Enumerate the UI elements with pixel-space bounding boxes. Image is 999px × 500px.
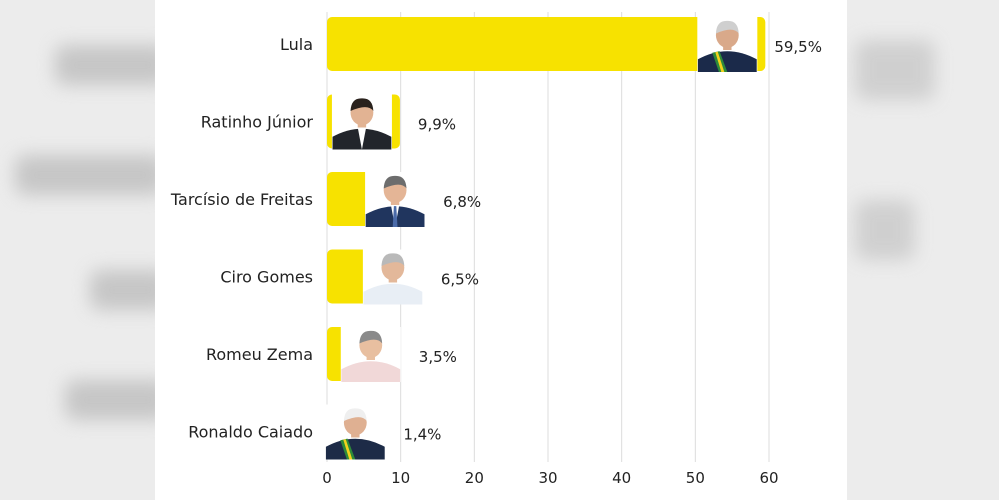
value-label: 6,8% xyxy=(443,193,481,211)
bar-group: Tarcísio de Freitas 6,8% xyxy=(170,172,481,227)
x-tick-label: 50 xyxy=(686,469,705,487)
bar-group: Romeu Zema 3,5% xyxy=(206,327,457,382)
value-label: 9,9% xyxy=(418,116,456,134)
portrait-hair xyxy=(343,408,367,421)
category-label: Romeu Zema xyxy=(206,345,313,364)
value-label: 59,5% xyxy=(774,38,822,56)
portrait-sash-stripe xyxy=(715,51,725,72)
category-label: Ronaldo Caiado xyxy=(188,423,313,442)
portrait-torso xyxy=(697,51,757,72)
x-tick-label: 40 xyxy=(612,469,631,487)
blurred-background-shape xyxy=(55,45,170,85)
portrait-hair xyxy=(715,20,739,34)
portrait-sash-stripe xyxy=(343,439,353,460)
portrait-tarcisio-de-freitas xyxy=(365,172,426,227)
x-tick-label: 60 xyxy=(759,469,778,487)
value-label: 1,4% xyxy=(403,426,441,444)
blurred-background-shape xyxy=(65,380,170,420)
bar xyxy=(327,172,378,226)
portrait-tie xyxy=(392,206,398,227)
portrait-hair xyxy=(350,98,374,111)
portrait-torso xyxy=(341,361,401,382)
category-label: Tarcísio de Freitas xyxy=(170,190,313,209)
bar-group: Ratinho Júnior 9,9% xyxy=(201,94,456,150)
x-tick-label: 10 xyxy=(391,469,410,487)
bar-group: Lula 59,5% xyxy=(280,17,822,72)
portrait-torso xyxy=(363,283,423,305)
value-label: 6,5% xyxy=(441,271,479,289)
portrait-ronaldo-caiado xyxy=(325,404,386,460)
portrait-ratinho-junior xyxy=(331,94,392,150)
category-label: Ratinho Júnior xyxy=(201,113,314,132)
portrait-torso xyxy=(325,438,385,460)
bar-group: Ciro Gomes 6,5% xyxy=(220,249,479,305)
portrait-hair xyxy=(383,175,407,189)
portrait-lula xyxy=(697,17,758,72)
portrait-ciro-gomes xyxy=(362,249,423,305)
bar-group: Ronaldo Caiado 1,4% xyxy=(188,404,441,460)
portrait-hair xyxy=(381,253,405,266)
value-label: 3,5% xyxy=(419,348,457,366)
x-tick-label: 0 xyxy=(322,469,332,487)
category-label: Ciro Gomes xyxy=(220,268,313,287)
portrait-shirt xyxy=(357,127,367,150)
x-tick-label: 30 xyxy=(538,469,557,487)
portrait-romeu-zema xyxy=(340,327,401,382)
blurred-background-shape xyxy=(855,200,915,260)
x-tick-label: 20 xyxy=(465,469,484,487)
bar xyxy=(327,17,766,71)
category-label: Lula xyxy=(280,35,313,54)
chart-panel xyxy=(155,0,847,500)
portrait-hair xyxy=(359,330,383,344)
blurred-background-shape xyxy=(15,155,165,195)
blurred-background-shape xyxy=(855,40,935,100)
